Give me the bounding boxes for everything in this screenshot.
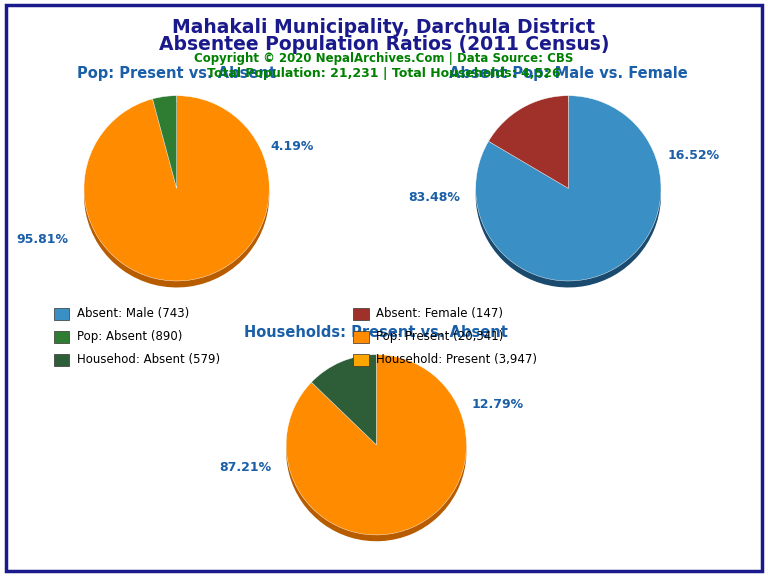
- Text: 16.52%: 16.52%: [667, 149, 720, 162]
- Text: Household: Present (3,947): Household: Present (3,947): [376, 353, 538, 366]
- Text: 4.19%: 4.19%: [271, 140, 314, 153]
- Title: Absent Pop: Male vs. Female: Absent Pop: Male vs. Female: [449, 66, 687, 81]
- Wedge shape: [84, 96, 270, 281]
- Wedge shape: [84, 102, 270, 287]
- Text: Absentee Population Ratios (2011 Census): Absentee Population Ratios (2011 Census): [159, 35, 609, 54]
- Wedge shape: [311, 355, 376, 445]
- Text: 87.21%: 87.21%: [220, 461, 272, 474]
- Wedge shape: [475, 102, 661, 287]
- Text: 12.79%: 12.79%: [472, 397, 524, 411]
- Text: 95.81%: 95.81%: [16, 233, 68, 246]
- Wedge shape: [286, 361, 466, 541]
- Text: 83.48%: 83.48%: [408, 191, 460, 204]
- Text: Total Population: 21,231 | Total Households: 4,526: Total Population: 21,231 | Total Househo…: [207, 67, 561, 80]
- Wedge shape: [311, 361, 376, 451]
- Text: Pop: Present (20,341): Pop: Present (20,341): [376, 330, 504, 343]
- Wedge shape: [488, 102, 568, 195]
- Text: Mahakali Municipality, Darchula District: Mahakali Municipality, Darchula District: [173, 18, 595, 37]
- Title: Pop: Present vs. Absent: Pop: Present vs. Absent: [77, 66, 276, 81]
- Wedge shape: [153, 96, 177, 188]
- Wedge shape: [475, 96, 661, 281]
- Text: Househod: Absent (579): Househod: Absent (579): [77, 353, 220, 366]
- Text: Pop: Absent (890): Pop: Absent (890): [77, 330, 182, 343]
- Wedge shape: [488, 96, 568, 188]
- Wedge shape: [153, 102, 177, 195]
- Wedge shape: [286, 355, 466, 535]
- Title: Households: Present vs. Absent: Households: Present vs. Absent: [244, 325, 508, 340]
- Text: Copyright © 2020 NepalArchives.Com | Data Source: CBS: Copyright © 2020 NepalArchives.Com | Dat…: [194, 52, 574, 65]
- Text: Absent: Male (743): Absent: Male (743): [77, 307, 189, 320]
- Text: Absent: Female (147): Absent: Female (147): [376, 307, 503, 320]
